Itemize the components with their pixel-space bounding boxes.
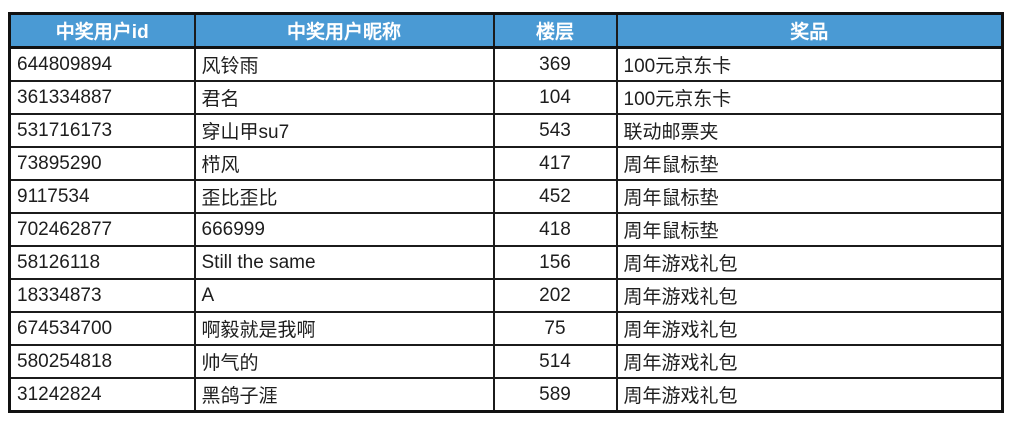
table-row: 702462877 666999 418 周年鼠标垫 xyxy=(8,212,1004,247)
table-cell: 穿山甲su7 xyxy=(193,113,495,148)
table-cell: 周年游戏礼包 xyxy=(615,377,1004,413)
table-cell: 周年鼠标垫 xyxy=(615,179,1004,214)
table-cell: 周年游戏礼包 xyxy=(615,344,1004,379)
table-cell: 周年游戏礼包 xyxy=(615,245,1004,280)
table-cell: 9117534 xyxy=(8,179,196,214)
column-header-2: 楼层 xyxy=(492,12,618,49)
table-cell: 周年鼠标垫 xyxy=(615,146,1004,181)
column-header-1: 中奖用户昵称 xyxy=(193,12,495,49)
table-cell: 580254818 xyxy=(8,344,196,379)
table-cell: 104 xyxy=(492,80,618,115)
table-cell: 黑鸽子涯 xyxy=(193,377,495,413)
table-row: 361334887 君名 104 100元京东卡 xyxy=(8,80,1004,115)
table-cell: 674534700 xyxy=(8,311,196,346)
table-cell: 君名 xyxy=(193,80,495,115)
table-row: 531716173 穿山甲su7 543 联动邮票夹 xyxy=(8,113,1004,148)
table-cell: 702462877 xyxy=(8,212,196,247)
table-cell: 543 xyxy=(492,113,618,148)
table-cell: 361334887 xyxy=(8,80,196,115)
winners-table: 中奖用户id 中奖用户昵称 楼层 奖品 644809894 风铃雨 369 100元京东卡 3… xyxy=(8,12,1004,413)
header-row: 中奖用户id 中奖用户昵称 楼层 奖品 xyxy=(8,12,1004,49)
table-cell: 31242824 xyxy=(8,377,196,413)
table-cell: A xyxy=(193,278,495,313)
table-cell: 202 xyxy=(492,278,618,313)
table-row: 674534700 啊毅就是我啊 75 周年游戏礼包 xyxy=(8,311,1004,346)
table-cell: 452 xyxy=(492,179,618,214)
table-row: 58126118 Still the same 156 周年游戏礼包 xyxy=(8,245,1004,280)
winners-table-container: 中奖用户id 中奖用户昵称 楼层 奖品 644809894 风铃雨 369 100元京东卡 3… xyxy=(8,12,1004,413)
table-cell: 周年游戏礼包 xyxy=(615,311,1004,346)
table-row: 644809894 风铃雨 369 100元京东卡 xyxy=(8,46,1004,82)
table-cell: 73895290 xyxy=(8,146,196,181)
table-cell: 666999 xyxy=(193,212,495,247)
column-header-3: 奖品 xyxy=(615,12,1004,49)
column-header-0: 中奖用户id xyxy=(8,12,196,49)
table-cell: 418 xyxy=(492,212,618,247)
table-cell: 644809894 xyxy=(8,46,196,82)
table-cell: 589 xyxy=(492,377,618,413)
table-row: 18334873 A 202 周年游戏礼包 xyxy=(8,278,1004,313)
table-cell: 联动邮票夹 xyxy=(615,113,1004,148)
table-row: 73895290 栉风 417 周年鼠标垫 xyxy=(8,146,1004,181)
table-cell: 啊毅就是我啊 xyxy=(193,311,495,346)
table-cell: 58126118 xyxy=(8,245,196,280)
table-cell: 531716173 xyxy=(8,113,196,148)
table-cell: 歪比歪比 xyxy=(193,179,495,214)
table-cell: Still the same xyxy=(193,245,495,280)
table-cell: 514 xyxy=(492,344,618,379)
table-body: 644809894 风铃雨 369 100元京东卡 361334887 君名 104 100元… xyxy=(8,46,1004,413)
table-cell: 风铃雨 xyxy=(193,46,495,82)
table-cell: 帅气的 xyxy=(193,344,495,379)
table-cell: 156 xyxy=(492,245,618,280)
table-cell: 75 xyxy=(492,311,618,346)
table-row: 31242824 黑鸽子涯 589 周年游戏礼包 xyxy=(8,377,1004,413)
table-cell: 100元京东卡 xyxy=(615,80,1004,115)
table-cell: 100元京东卡 xyxy=(615,46,1004,82)
table-row: 580254818 帅气的 514 周年游戏礼包 xyxy=(8,344,1004,379)
table-cell: 18334873 xyxy=(8,278,196,313)
table-cell: 周年游戏礼包 xyxy=(615,278,1004,313)
table-cell: 周年鼠标垫 xyxy=(615,212,1004,247)
table-cell: 417 xyxy=(492,146,618,181)
table-cell: 369 xyxy=(492,46,618,82)
table-cell: 栉风 xyxy=(193,146,495,181)
table-row: 9117534 歪比歪比 452 周年鼠标垫 xyxy=(8,179,1004,214)
table-header-row: 中奖用户id 中奖用户昵称 楼层 奖品 xyxy=(8,12,1004,49)
